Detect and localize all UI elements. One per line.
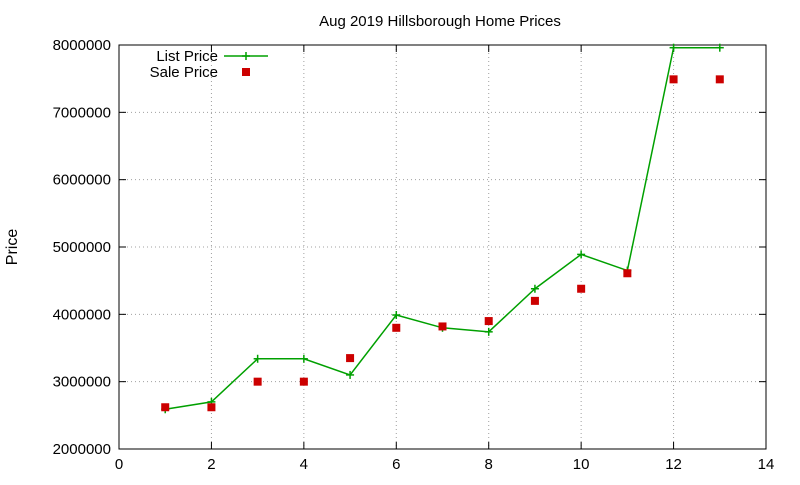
legend-marker bbox=[242, 52, 250, 60]
y-axis-title: Price bbox=[4, 229, 21, 266]
data-point bbox=[438, 322, 447, 331]
y-tick-label: 6000000 bbox=[53, 172, 111, 189]
x-tick-label: 0 bbox=[115, 456, 123, 473]
legend-label: Sale Price bbox=[150, 64, 218, 81]
data-point bbox=[669, 43, 678, 52]
data-point bbox=[253, 377, 262, 386]
data-point bbox=[715, 43, 724, 52]
data-point bbox=[715, 75, 724, 84]
data-point bbox=[392, 311, 401, 320]
series-list-price bbox=[161, 43, 724, 414]
legend-marker bbox=[242, 68, 250, 76]
x-tick-label: 14 bbox=[758, 456, 775, 473]
x-tick-label: 6 bbox=[392, 456, 400, 473]
data-point bbox=[299, 354, 308, 363]
y-tick-label: 4000000 bbox=[53, 306, 111, 323]
x-tick-label: 4 bbox=[300, 456, 308, 473]
grid-layer bbox=[119, 45, 766, 449]
x-tick-label: 2 bbox=[207, 456, 215, 473]
y-tick-label: 2000000 bbox=[53, 441, 111, 458]
data-point bbox=[623, 269, 632, 278]
data-point bbox=[253, 354, 262, 363]
data-point bbox=[346, 354, 355, 363]
series-sale-price bbox=[161, 75, 724, 412]
x-tick-label: 12 bbox=[665, 456, 682, 473]
plot-frame bbox=[118, 44, 767, 450]
x-tick-label: 10 bbox=[573, 456, 590, 473]
plot-border bbox=[118, 44, 767, 450]
chart-title: Aug 2019 Hillsborough Home Prices bbox=[319, 13, 561, 30]
data-point bbox=[530, 284, 539, 293]
legend-label: List Price bbox=[156, 48, 218, 65]
y-tick-label: 7000000 bbox=[53, 104, 111, 121]
y-tick-label: 3000000 bbox=[53, 374, 111, 391]
x-tick-label: 8 bbox=[485, 456, 493, 473]
data-point bbox=[299, 377, 308, 386]
data-point bbox=[161, 403, 170, 412]
data-point bbox=[577, 250, 586, 259]
data-point bbox=[484, 327, 493, 336]
y-tick-label: 5000000 bbox=[53, 239, 111, 256]
series-line bbox=[165, 46, 720, 411]
data-point bbox=[207, 403, 216, 412]
y-tick-label: 8000000 bbox=[53, 37, 111, 54]
data-point bbox=[392, 323, 401, 332]
data-point bbox=[530, 296, 539, 305]
data-point bbox=[346, 370, 355, 379]
data-point bbox=[669, 75, 678, 84]
tick-layer: 0 2 4 6 8 10 12 14 2000000 3000000 4000000 5000000 6… bbox=[53, 37, 775, 473]
series-layer bbox=[161, 43, 724, 414]
data-point bbox=[577, 284, 586, 293]
data-point bbox=[484, 317, 493, 326]
